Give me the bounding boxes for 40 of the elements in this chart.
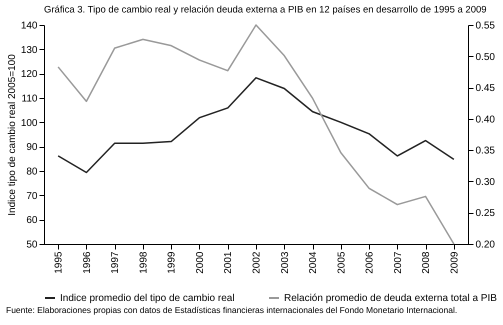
y2-tick-label: 0.25 (476, 208, 496, 220)
y-tick-label: 80 (26, 166, 38, 178)
source-note: Fuente: Elaboraciones propias con datos de Estadísticas financieras internacionales del Fondo Monetario Internacional. (5, 305, 458, 315)
x-tick-label: 1995 (54, 251, 65, 274)
y-tick-label: 120 (20, 69, 38, 80)
x-tick-label: 2000 (194, 251, 206, 274)
line-series (57, 24, 455, 245)
y2-tick-label: 0.40 (476, 114, 496, 126)
y-tick-label: 110 (22, 94, 38, 104)
x-tick-label: 2009 (449, 251, 460, 274)
y2-tick-label: 0.35 (476, 146, 496, 157)
y-tick-label: 140 (20, 20, 38, 32)
x-tick-label: 2003 (280, 251, 291, 274)
line-series (57, 77, 455, 174)
legend-label: Indice promedio del tipo de cambio real (60, 293, 235, 304)
y-tick-label: 100 (20, 118, 38, 129)
x-tick-label: 2005 (336, 251, 348, 274)
y2-tick-label: 0.30 (476, 176, 496, 188)
y2-tick-label: 0.20 (476, 240, 496, 250)
chart-title: Gráfica 3. Tipo de cambio real y relación deuda externa a PIB en 12 países en desarrollo de 1995 a 2009 (44, 4, 487, 16)
x-tick-label: 2007 (392, 251, 404, 274)
y-axis-title: Indice tipo de cambio real 2005=100 (6, 54, 18, 216)
x-tick-label: 2002 (252, 251, 262, 274)
y2-tick-label: 0.45 (476, 83, 496, 94)
x-tick-label: 2008 (421, 251, 432, 274)
y2-tick-label: 0.50 (476, 52, 496, 63)
x-tick-label: 2004 (308, 251, 320, 274)
legend-label: Relación promedio de deuda externa total a PIB (284, 293, 498, 304)
x-tick-label: 1999 (166, 251, 178, 274)
y-tick-label: 50 (26, 240, 38, 250)
x-tick-label: 2006 (364, 251, 376, 274)
y2-tick-label: 0.55 (476, 20, 496, 32)
y-tick-label: 70 (26, 190, 38, 202)
x-tick-label: 1996 (82, 251, 93, 274)
y-tick-label: 130 (20, 44, 38, 56)
x-tick-label: 2001 (223, 251, 234, 274)
y-tick-label: 90 (26, 142, 38, 154)
y-tick-label: 60 (26, 215, 38, 226)
x-tick-label: 1998 (138, 251, 150, 274)
x-tick-label: 1997 (110, 251, 122, 274)
